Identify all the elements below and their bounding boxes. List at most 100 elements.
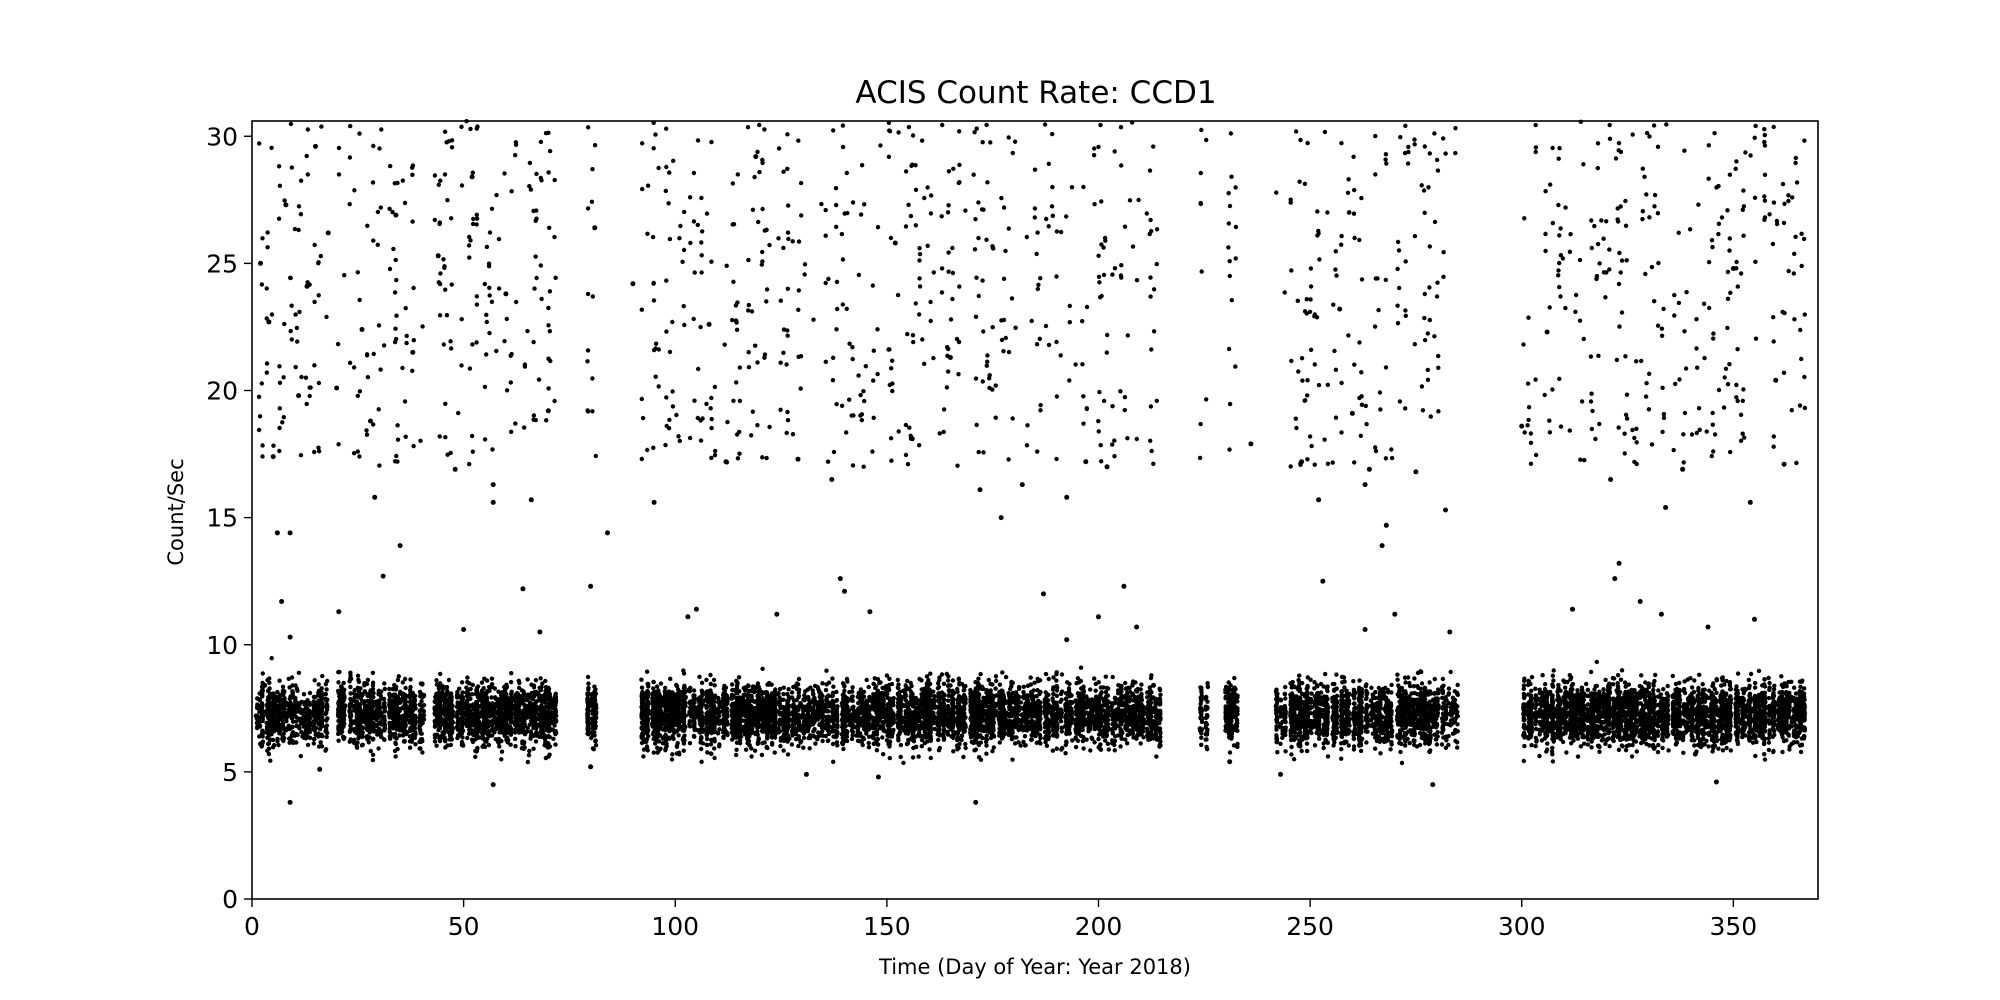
data-point bbox=[395, 437, 401, 442]
data-point bbox=[474, 216, 480, 221]
data-point bbox=[737, 398, 743, 404]
data-point bbox=[492, 686, 497, 691]
data-point bbox=[723, 685, 729, 690]
data-point bbox=[393, 741, 398, 747]
data-point bbox=[593, 687, 598, 692]
data-point bbox=[467, 234, 472, 240]
data-point bbox=[750, 409, 755, 414]
data-point bbox=[260, 454, 265, 459]
data-point bbox=[730, 682, 735, 687]
data-point bbox=[709, 259, 714, 264]
data-point bbox=[402, 676, 408, 682]
data-point bbox=[305, 127, 310, 132]
data-point bbox=[358, 686, 363, 691]
data-point bbox=[264, 361, 270, 366]
data-point bbox=[546, 710, 552, 716]
data-point bbox=[492, 726, 498, 731]
data-point bbox=[466, 243, 472, 248]
data-point bbox=[296, 227, 301, 233]
data-point bbox=[513, 421, 518, 426]
data-point bbox=[645, 183, 651, 188]
data-point bbox=[276, 216, 282, 221]
data-point bbox=[681, 741, 687, 746]
data-point bbox=[357, 131, 362, 136]
data-point bbox=[1083, 459, 1089, 465]
data-point bbox=[377, 710, 382, 716]
data-point bbox=[487, 293, 492, 298]
data-point bbox=[394, 336, 399, 342]
data-point bbox=[531, 746, 536, 751]
data-point bbox=[509, 689, 514, 694]
data-point bbox=[395, 746, 400, 752]
data-point bbox=[585, 291, 591, 297]
data-point bbox=[977, 487, 983, 493]
data-point bbox=[412, 726, 418, 731]
data-point bbox=[459, 317, 464, 322]
data-point bbox=[259, 742, 265, 748]
data-point bbox=[709, 455, 714, 461]
data-point bbox=[698, 438, 704, 443]
data-point bbox=[395, 180, 400, 186]
data-point bbox=[717, 727, 722, 732]
data-point bbox=[533, 717, 539, 722]
data-point bbox=[590, 733, 595, 738]
data-point bbox=[316, 445, 321, 450]
data-point bbox=[465, 675, 470, 680]
data-point bbox=[546, 685, 551, 690]
data-point bbox=[699, 240, 704, 245]
data-point bbox=[525, 328, 530, 334]
data-point bbox=[403, 717, 408, 723]
data-point bbox=[464, 685, 469, 690]
data-point bbox=[539, 296, 544, 302]
data-point bbox=[448, 450, 453, 456]
data-point bbox=[639, 700, 645, 705]
data-point bbox=[312, 363, 317, 368]
data-point bbox=[1570, 606, 1575, 612]
data-point bbox=[372, 494, 378, 500]
data-point bbox=[691, 693, 696, 698]
data-point bbox=[1383, 522, 1389, 528]
data-point bbox=[366, 740, 371, 745]
data-point bbox=[376, 407, 381, 412]
data-point bbox=[360, 730, 365, 735]
data-point bbox=[357, 454, 362, 459]
data-point bbox=[413, 742, 418, 747]
data-point bbox=[281, 375, 286, 380]
data-point bbox=[271, 710, 276, 715]
data-point bbox=[371, 736, 376, 741]
data-point bbox=[395, 677, 401, 683]
data-point bbox=[290, 683, 295, 688]
data-point bbox=[639, 740, 645, 746]
data-point bbox=[525, 759, 531, 765]
data-point bbox=[504, 716, 509, 722]
data-point bbox=[586, 685, 591, 691]
data-point bbox=[593, 725, 598, 731]
data-point bbox=[444, 692, 450, 697]
data-point bbox=[438, 271, 443, 276]
data-point bbox=[269, 312, 275, 317]
data-point bbox=[364, 428, 369, 433]
data-point bbox=[417, 689, 423, 695]
data-point bbox=[547, 225, 552, 230]
data-point bbox=[319, 124, 324, 129]
data-point bbox=[401, 738, 407, 744]
data-point bbox=[655, 710, 661, 716]
data-point bbox=[749, 722, 754, 727]
data-point bbox=[670, 319, 675, 325]
data-point bbox=[471, 216, 476, 222]
data-point bbox=[371, 351, 376, 357]
data-point bbox=[700, 721, 705, 726]
data-point bbox=[664, 329, 669, 334]
data-point bbox=[764, 455, 769, 461]
data-point bbox=[336, 145, 342, 151]
data-point bbox=[474, 748, 480, 753]
data-point bbox=[342, 273, 347, 278]
data-point bbox=[325, 678, 330, 684]
data-point bbox=[715, 731, 721, 736]
data-point bbox=[533, 254, 538, 259]
data-point bbox=[277, 406, 282, 411]
data-point bbox=[468, 686, 473, 692]
data-point bbox=[681, 671, 687, 676]
data-point bbox=[376, 704, 382, 710]
data-point bbox=[340, 702, 345, 708]
